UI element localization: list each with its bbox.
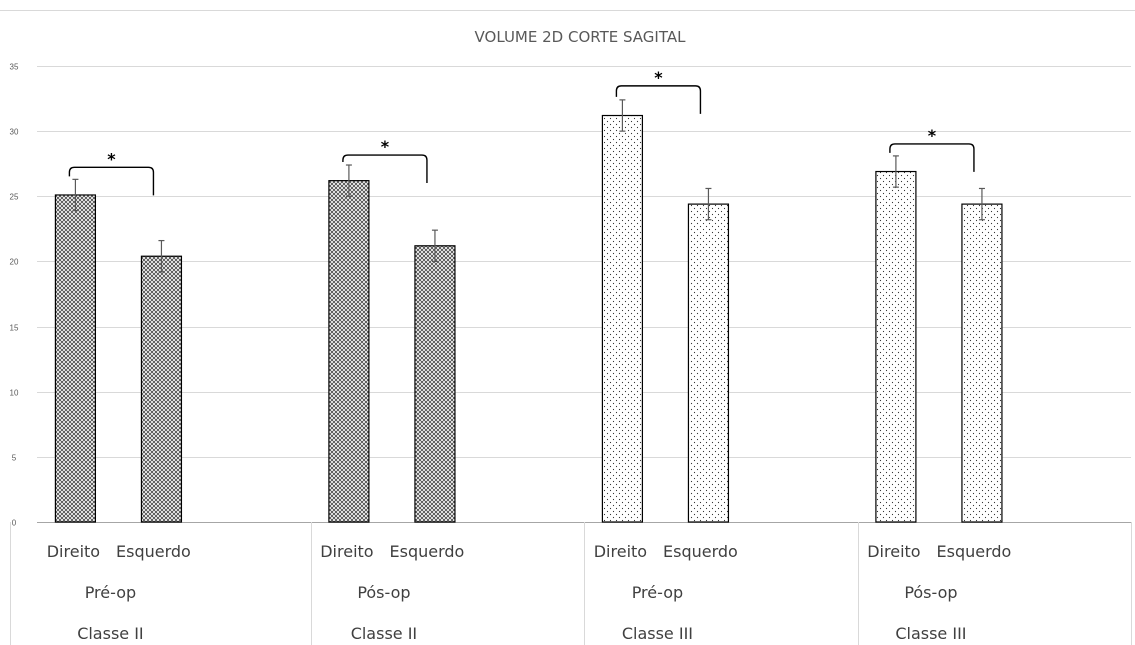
x-subgroup-label: Pós-op xyxy=(904,583,957,602)
x-subgroup-label: Pós-op xyxy=(357,583,410,602)
grid xyxy=(0,10,1135,523)
significance-star: * xyxy=(381,137,390,156)
chart-title: VOLUME 2D CORTE SAGITAL xyxy=(475,28,687,46)
y-tick-label: 10 xyxy=(10,389,19,398)
significance-star: * xyxy=(928,126,937,145)
x-category-label: Esquerdo xyxy=(116,542,191,561)
y-tick-label: 0 xyxy=(12,519,17,528)
x-group-label: Classe II xyxy=(351,624,417,643)
significance-bracket xyxy=(615,85,702,114)
significance-bracket xyxy=(68,166,155,196)
y-tick-label: 15 xyxy=(10,324,19,333)
significance-bracket xyxy=(889,143,975,172)
x-subgroup-label: Pré-op xyxy=(632,583,683,602)
x-category-label: Direito xyxy=(47,542,100,561)
x-axis: Direito Esquerdo Pré-op Classe II Direito Esq… xyxy=(10,522,1132,645)
significance-bracket xyxy=(342,154,428,184)
y-tick-label: 35 xyxy=(10,63,19,72)
significance-star: * xyxy=(107,149,116,168)
x-category-label: Esquerdo xyxy=(937,542,1012,561)
x-group-label: Classe III xyxy=(895,624,966,643)
error-bars xyxy=(72,99,985,273)
significance-star: * xyxy=(654,68,663,87)
y-tick-label: 30 xyxy=(10,128,19,137)
bar xyxy=(328,180,370,523)
x-category-label: Esquerdo xyxy=(663,542,738,561)
bar xyxy=(54,194,97,523)
bar xyxy=(961,203,1003,523)
bars xyxy=(54,114,1003,523)
bar xyxy=(601,114,644,523)
x-subgroup-label: Pré-op xyxy=(85,583,136,602)
bar xyxy=(875,170,917,523)
bar xyxy=(140,255,183,523)
significance-brackets: * * * * xyxy=(68,68,975,196)
x-group-label: Classe III xyxy=(622,624,693,643)
y-axis: 0 5 10 15 20 25 30 35 xyxy=(10,63,19,528)
y-tick-label: 25 xyxy=(10,193,19,202)
bar xyxy=(687,203,730,523)
x-group-label: Classe II xyxy=(77,624,143,643)
x-category-label: Esquerdo xyxy=(390,542,465,561)
x-category-label: Direito xyxy=(867,542,920,561)
x-category-label: Direito xyxy=(594,542,647,561)
y-tick-label: 5 xyxy=(12,454,17,463)
x-category-label: Direito xyxy=(320,542,373,561)
y-tick-label: 20 xyxy=(10,258,19,267)
bar xyxy=(414,245,456,523)
